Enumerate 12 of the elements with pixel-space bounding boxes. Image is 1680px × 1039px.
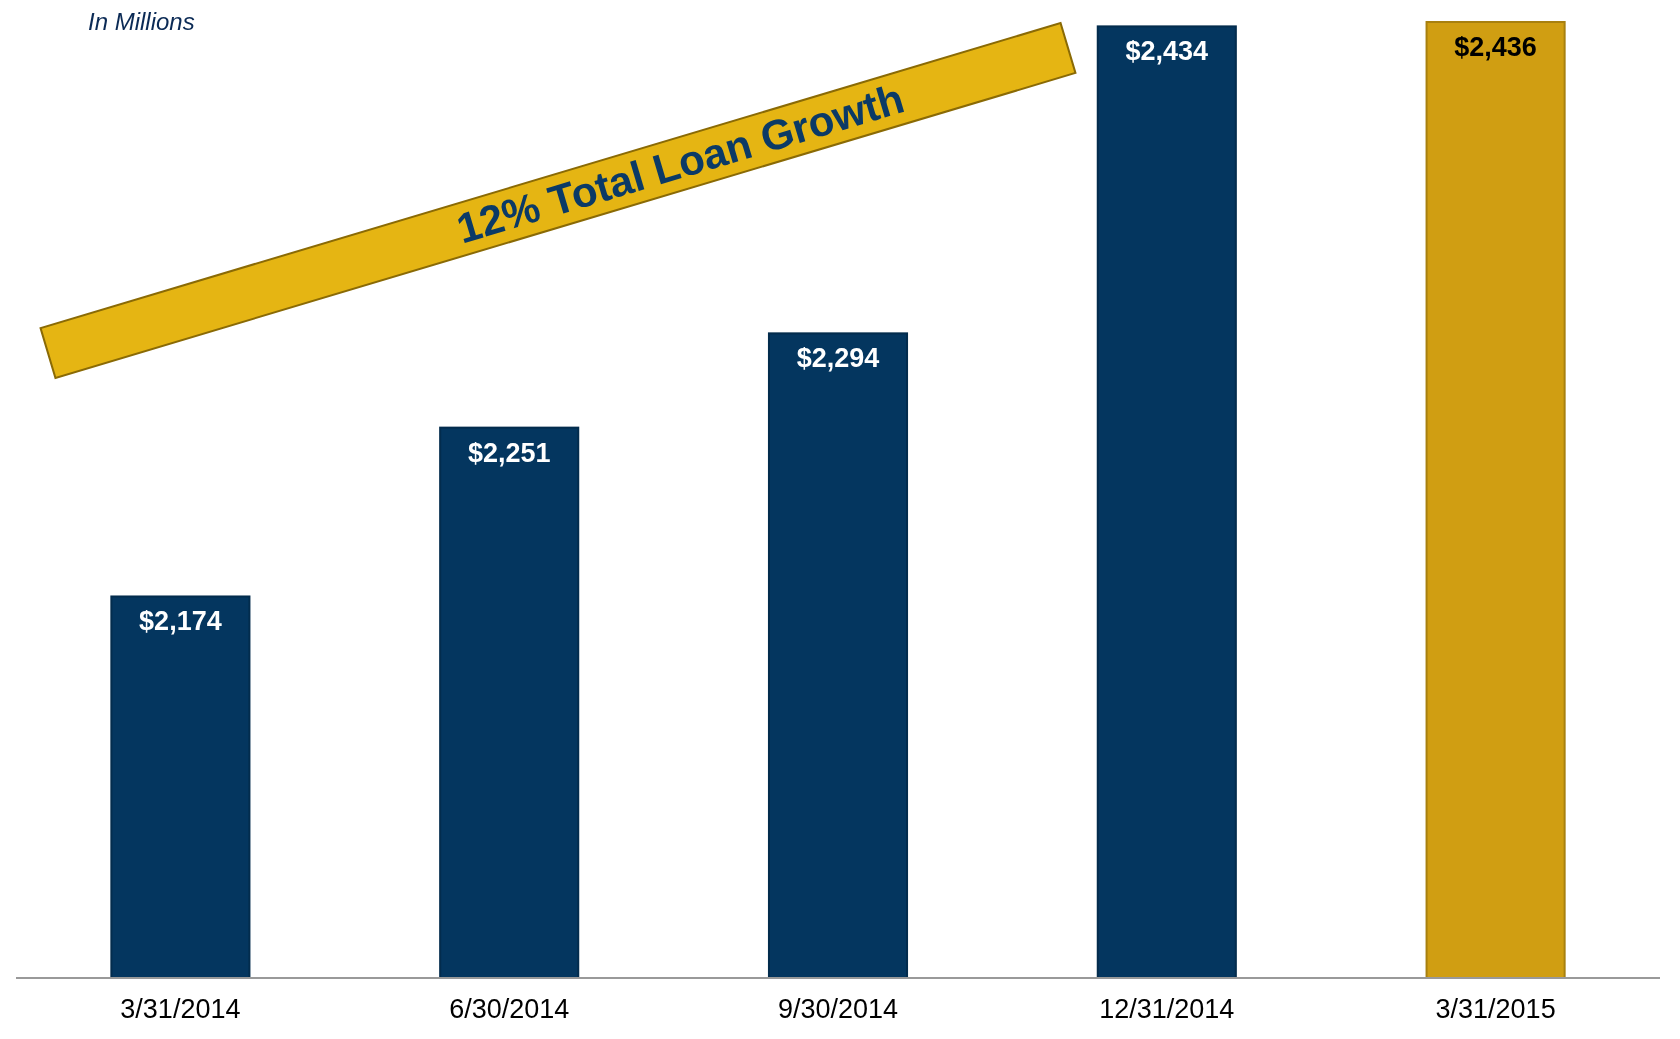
data-label: $2,174: [139, 606, 222, 637]
x-tick-label: 9/30/2014: [777, 994, 899, 1024]
x-tick-label: 12/31/2014: [1099, 994, 1235, 1024]
data-label: $2,434: [1125, 36, 1209, 67]
x-tick-label: 3/31/2014: [120, 994, 241, 1024]
data-label: $2,436: [1454, 32, 1537, 62]
x-tick-label: 3/31/2015: [1435, 994, 1556, 1024]
data-label: $2,294: [796, 343, 880, 374]
data-label: $2,251: [467, 437, 551, 468]
chart-subtitle: In Millions: [88, 8, 195, 35]
annotation: 12% Total Loan Growth: [451, 74, 910, 253]
x-tick-label: 6/30/2014: [449, 994, 570, 1024]
